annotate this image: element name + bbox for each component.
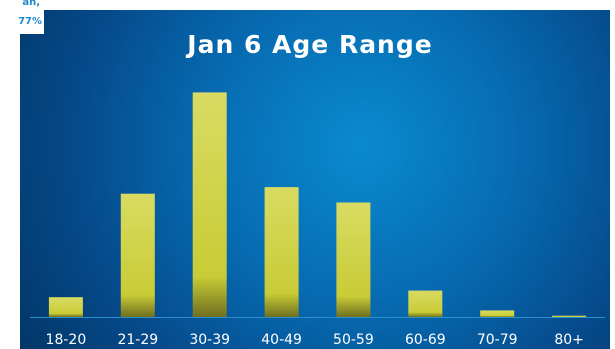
bar-50-59 — [336, 202, 371, 317]
tick-label-70-79: 70-79 — [477, 332, 518, 348]
tick-label-80+: 80+ — [554, 332, 584, 348]
corner-label-line1: an, — [22, 0, 40, 8]
bar-21-29 — [120, 193, 155, 317]
bars-group — [48, 92, 587, 318]
chart-panel: Jan 6 Age Range 18-20 21-29 30-39 40-49 50-5… — [20, 10, 610, 349]
tick-label-60-69: 60-69 — [405, 332, 446, 348]
corner-label: an, 77% — [0, 0, 44, 34]
tick-label-40-49: 40-49 — [261, 332, 302, 348]
x-tick-labels: 18-20 21-29 30-39 40-49 50-59 60-69 70-79 80+ — [46, 332, 584, 348]
tick-label-50-59: 50-59 — [333, 332, 374, 348]
tick-label-21-29: 21-29 — [117, 332, 158, 348]
tick-label-30-39: 30-39 — [189, 332, 230, 348]
bar-30-39 — [192, 92, 227, 318]
corner-label-line2: 77% — [18, 16, 42, 27]
chart-title: Jan 6 Age Range — [185, 30, 432, 59]
tick-label-18-20: 18-20 — [46, 332, 87, 348]
bar-70-79 — [480, 310, 515, 317]
bar-chart: Jan 6 Age Range 18-20 21-29 30-39 40-49 50-5… — [30, 30, 605, 348]
bar-80+ — [552, 315, 587, 317]
bar-40-49 — [264, 187, 299, 317]
bar-18-20 — [48, 297, 83, 317]
bar-60-69 — [408, 290, 443, 317]
